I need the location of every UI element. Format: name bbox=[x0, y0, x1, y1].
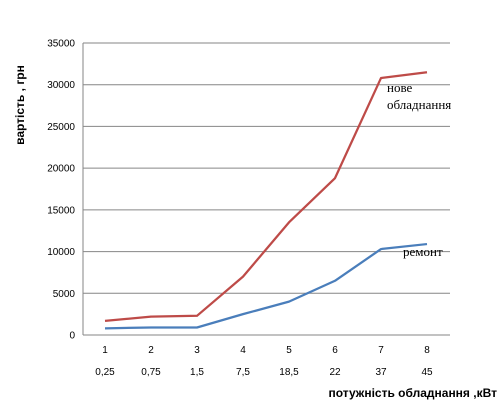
y-tick-label: 30000 bbox=[47, 80, 75, 91]
series-annotations: нове обладнання ремонт bbox=[387, 80, 451, 259]
x-secondary-label: 37 bbox=[375, 367, 387, 378]
series-annotation-line: ремонт bbox=[403, 244, 443, 259]
x-tick-label: 8 bbox=[424, 345, 430, 356]
series-annotation: ремонт bbox=[403, 244, 443, 259]
y-tick-label: 35000 bbox=[47, 39, 75, 50]
y-tick-label: 10000 bbox=[47, 247, 75, 258]
x-tick-label: 2 bbox=[148, 345, 154, 356]
x-secondary-label: 1,5 bbox=[190, 367, 204, 378]
y-tick-label: 5000 bbox=[53, 289, 76, 300]
y-tick-label: 15000 bbox=[47, 205, 75, 216]
x-secondary-label: 0,25 bbox=[95, 367, 115, 378]
x-secondary-label: 45 bbox=[421, 367, 433, 378]
x-tick-labels: 1 2 3 4 5 6 7 80,25 0,75 1,5 7,5 18,5 22 37 45 bbox=[95, 345, 433, 378]
x-secondary-label: 7,5 bbox=[236, 367, 250, 378]
x-tick-label: 6 bbox=[332, 345, 338, 356]
series-annotation: нове обладнання bbox=[387, 80, 451, 112]
series-annotation-line: нове bbox=[387, 80, 413, 95]
x-secondary-label: 18,5 bbox=[279, 367, 299, 378]
x-secondary-label: 0,75 bbox=[141, 367, 161, 378]
series-line-2 bbox=[104, 242, 428, 330]
x-secondary-label: 22 bbox=[329, 367, 341, 378]
y-tick-label: 25000 bbox=[47, 122, 75, 133]
x-tick-label: 7 bbox=[378, 345, 384, 356]
series-lines bbox=[104, 71, 428, 330]
y-tick-label: 20000 bbox=[47, 164, 75, 175]
axes bbox=[82, 43, 450, 336]
y-tick-labels: 0 5000 10000 15000 20000 25000 30000 35000 bbox=[47, 39, 75, 342]
gridlines bbox=[83, 42, 450, 294]
x-axis-title: потужність обладнання ,кВт bbox=[329, 386, 498, 400]
series-annotation-line: обладнання bbox=[387, 97, 451, 112]
x-tick-label: 3 bbox=[194, 345, 200, 356]
x-tick-label: 5 bbox=[286, 345, 292, 356]
series-line-1 bbox=[104, 71, 428, 322]
x-tick-label: 4 bbox=[240, 345, 246, 356]
y-tick-label: 0 bbox=[69, 331, 75, 342]
y-axis-title: вартість , грн bbox=[13, 65, 27, 145]
x-tick-label: 1 bbox=[102, 345, 108, 356]
